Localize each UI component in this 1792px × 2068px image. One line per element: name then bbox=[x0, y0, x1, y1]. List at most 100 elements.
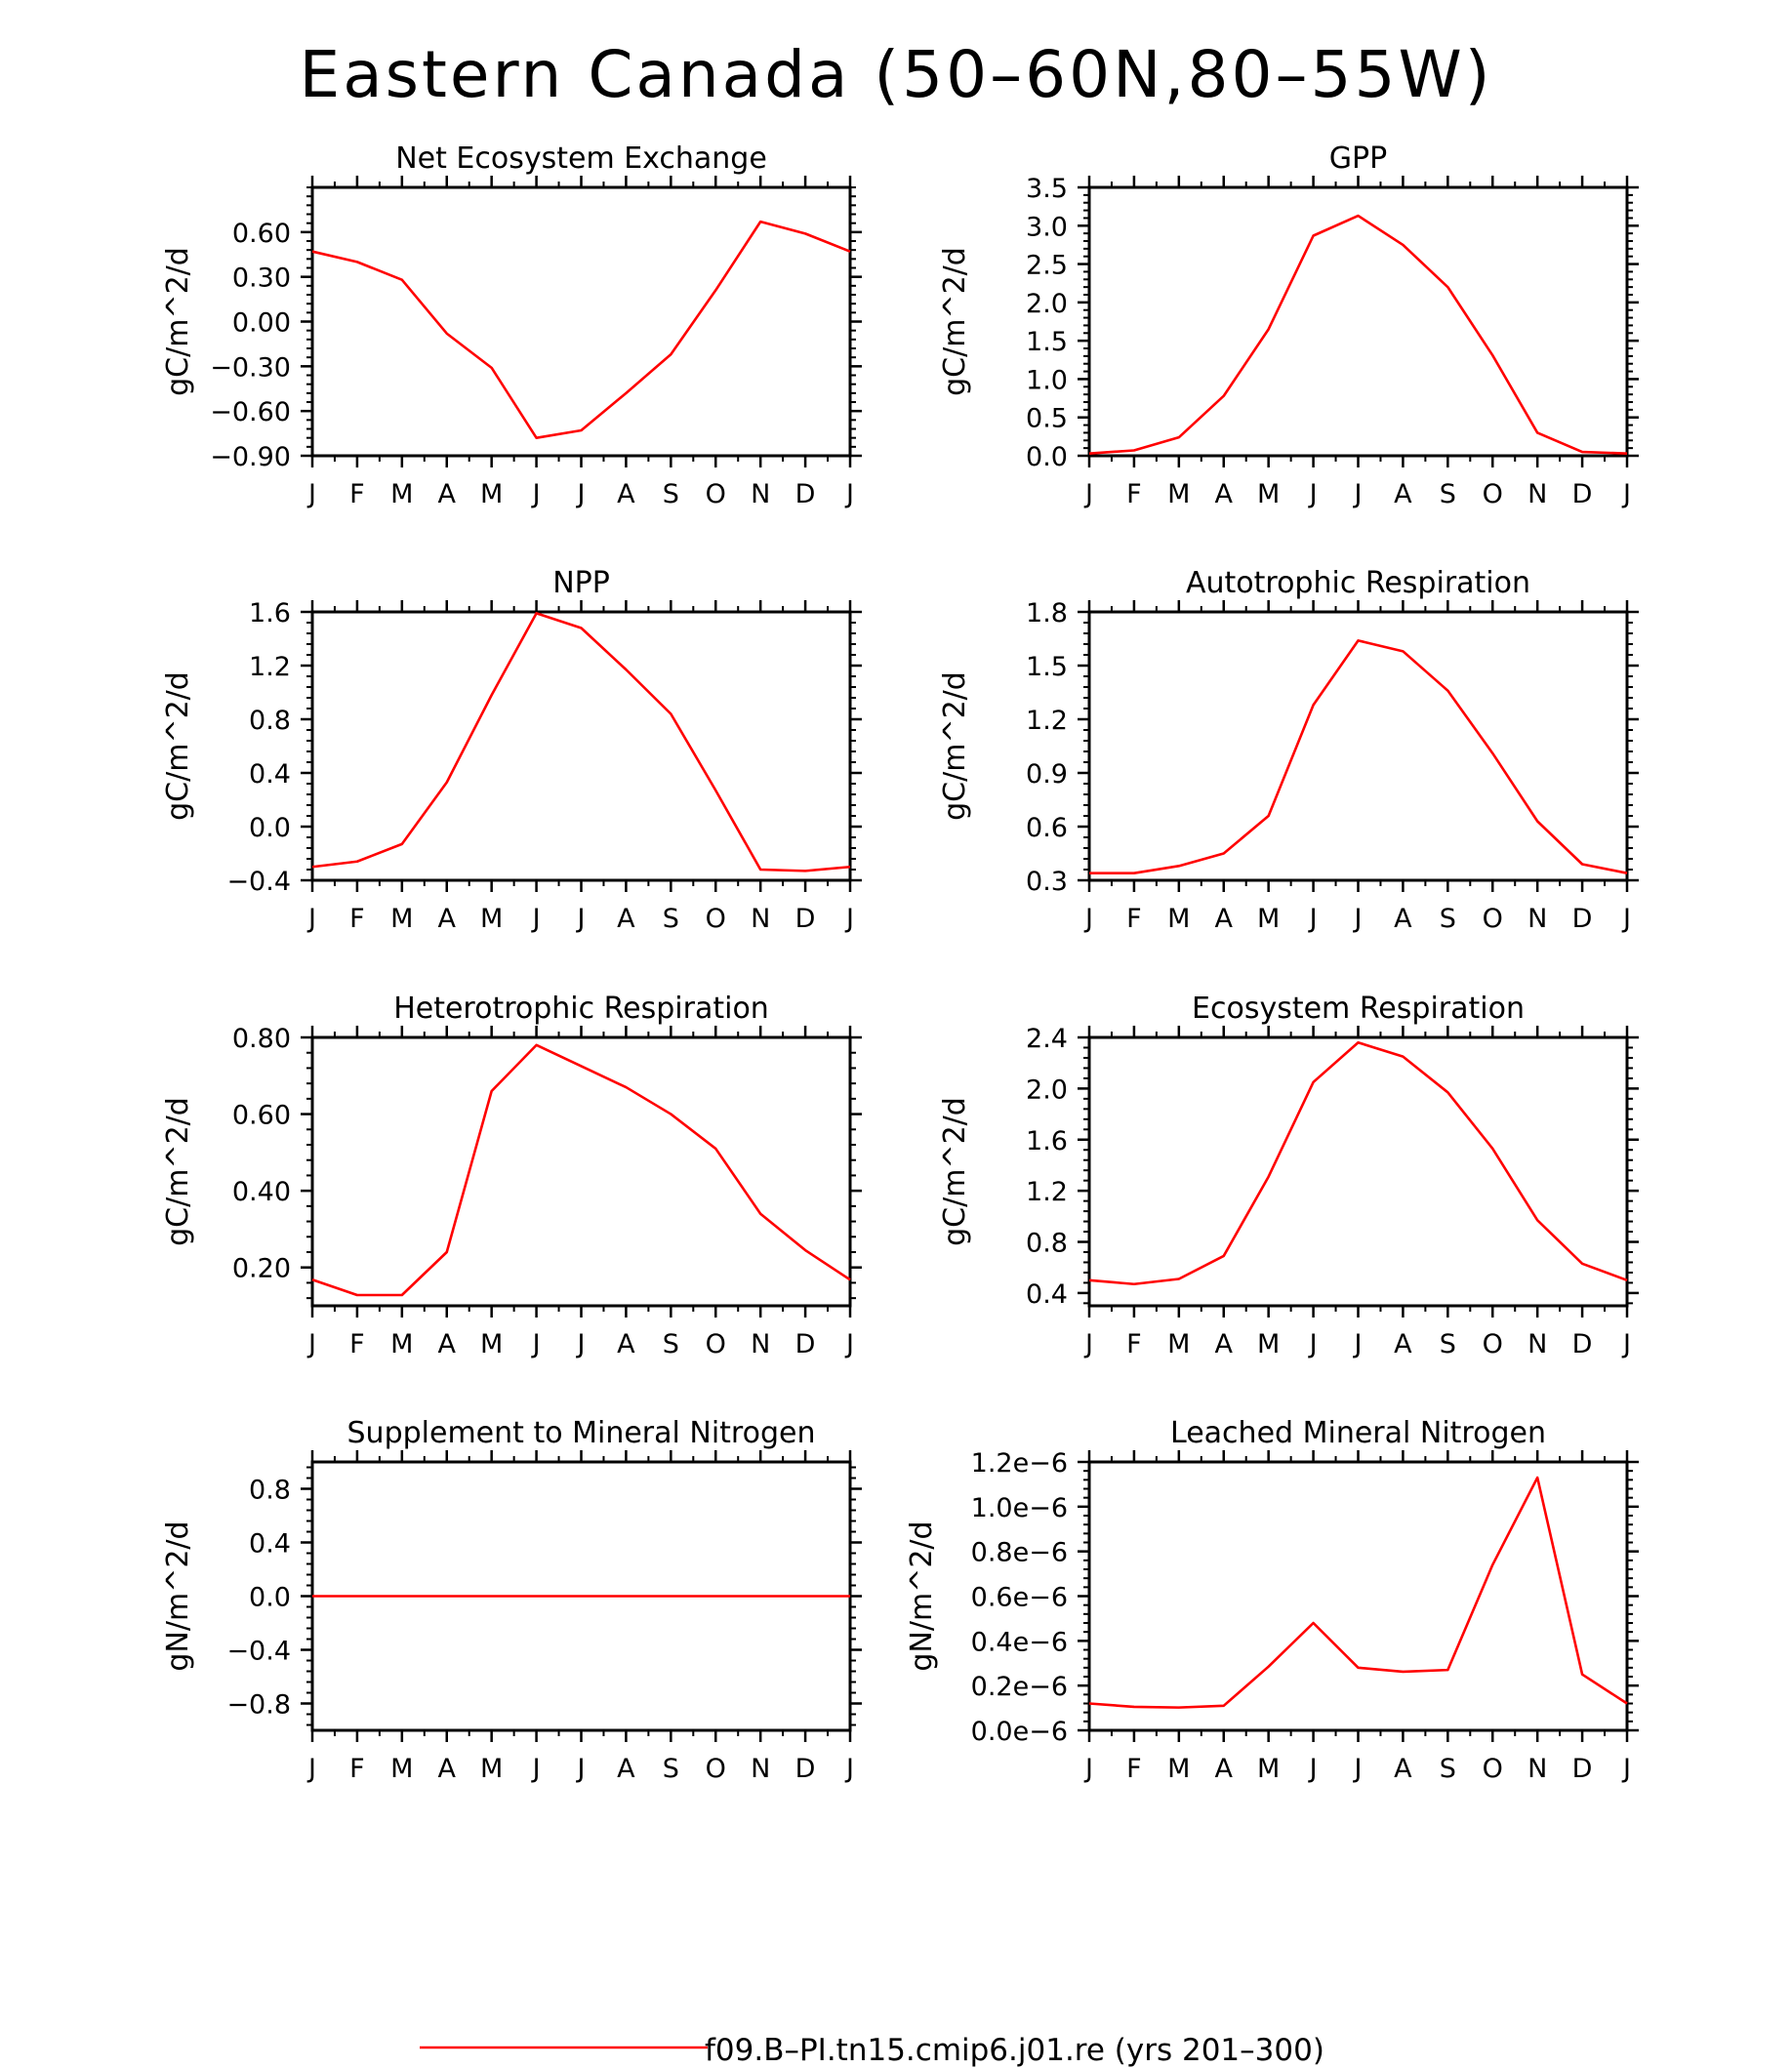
x-tick-label: S bbox=[663, 1754, 679, 1784]
x-tick-label: J bbox=[306, 904, 316, 934]
x-tick-label: D bbox=[795, 479, 816, 509]
y-tick-label: −0.90 bbox=[210, 442, 291, 472]
x-tick-label: J bbox=[1083, 904, 1093, 934]
y-tick-label: 0.2e−6 bbox=[971, 1672, 1068, 1702]
x-tick-label: A bbox=[617, 904, 635, 934]
plot-frame bbox=[1087, 610, 1629, 882]
x-tick-label: N bbox=[751, 904, 770, 934]
y-tick-label: 0.8e−6 bbox=[971, 1538, 1068, 1568]
y-tick-label: 2.4 bbox=[1026, 1024, 1068, 1054]
x-tick-label: M bbox=[390, 1754, 413, 1784]
x-tick-label: M bbox=[480, 479, 503, 509]
y-tick-label: 0.40 bbox=[232, 1177, 291, 1207]
x-tick-label: A bbox=[1215, 904, 1234, 934]
x-tick-label: M bbox=[390, 904, 413, 934]
y-tick-label: 0.20 bbox=[232, 1254, 291, 1284]
x-tick-label: A bbox=[1394, 479, 1412, 509]
panel-title: Net Ecosystem Exchange bbox=[395, 142, 767, 176]
x-tick-label: J bbox=[1353, 479, 1363, 509]
series-line bbox=[1089, 639, 1628, 874]
x-tick-label: J bbox=[531, 1329, 541, 1359]
series-line bbox=[1088, 1476, 1628, 1709]
x-tick-label: O bbox=[706, 904, 726, 934]
y-tick-label: 1.6 bbox=[1026, 1126, 1068, 1156]
x-tick-label: A bbox=[438, 479, 457, 509]
x-tick-label: S bbox=[1440, 1329, 1456, 1359]
y-tick-label: 1.5 bbox=[1026, 652, 1068, 682]
y-tick-label: −0.30 bbox=[210, 352, 291, 383]
x-tick-label: A bbox=[617, 479, 635, 509]
x-tick-label: J bbox=[1621, 1329, 1631, 1359]
legend-swatch bbox=[420, 2046, 708, 2049]
panel-title: Ecosystem Respiration bbox=[1192, 992, 1525, 1026]
x-tick-label: A bbox=[1215, 1754, 1234, 1784]
x-tick-label: M bbox=[1167, 1329, 1190, 1359]
x-tick-label: J bbox=[531, 1754, 541, 1784]
y-axis-label: gC/m^2/d bbox=[938, 1097, 972, 1246]
y-tick-label: 1.2 bbox=[249, 652, 291, 682]
x-tick-label: S bbox=[1440, 1754, 1456, 1784]
x-tick-label: F bbox=[349, 1754, 365, 1784]
x-tick-label: D bbox=[1572, 479, 1593, 509]
x-tick-label: J bbox=[576, 904, 586, 934]
y-tick-label: 0.4e−6 bbox=[971, 1627, 1068, 1657]
y-tick-label: −0.4 bbox=[226, 1637, 291, 1667]
x-tick-label: J bbox=[844, 1754, 854, 1784]
x-tick-label: D bbox=[1572, 1754, 1593, 1784]
x-tick-label: M bbox=[480, 904, 503, 934]
x-tick-label: M bbox=[480, 1754, 503, 1784]
x-tick-label: J bbox=[306, 1754, 316, 1784]
plot-frame bbox=[310, 1035, 852, 1308]
y-tick-label: 0.60 bbox=[232, 219, 291, 249]
x-tick-label: J bbox=[576, 479, 586, 509]
y-tick-label: 0.0 bbox=[249, 813, 291, 843]
x-tick-label: J bbox=[1353, 1329, 1363, 1359]
y-axis-label: gC/m^2/d bbox=[161, 1097, 195, 1246]
x-tick-label: O bbox=[1483, 1754, 1503, 1784]
series-line bbox=[311, 612, 851, 872]
x-tick-label: J bbox=[576, 1754, 586, 1784]
x-tick-label: J bbox=[1621, 904, 1631, 934]
x-tick-label: N bbox=[1527, 1329, 1547, 1359]
y-tick-label: 0.0 bbox=[249, 1583, 291, 1613]
plot-frame bbox=[310, 610, 852, 882]
x-tick-label: O bbox=[1483, 1329, 1503, 1359]
x-tick-label: O bbox=[1483, 904, 1503, 934]
x-tick-label: F bbox=[349, 904, 365, 934]
y-tick-label: 0.8 bbox=[249, 1476, 291, 1506]
y-tick-label: 1.2 bbox=[1026, 706, 1068, 736]
plot-frame bbox=[1087, 185, 1629, 458]
y-tick-label: 2.5 bbox=[1026, 251, 1068, 281]
figure-title: Eastern Canada (50–60N,80–55W) bbox=[299, 37, 1493, 112]
x-tick-label: A bbox=[1394, 904, 1412, 934]
x-tick-label: A bbox=[1394, 1329, 1412, 1359]
x-tick-label: N bbox=[751, 1754, 770, 1784]
x-tick-label: J bbox=[1308, 479, 1318, 509]
plot-frame bbox=[1087, 1035, 1629, 1308]
y-tick-label: 1.0e−6 bbox=[971, 1493, 1068, 1523]
y-tick-label: 0.80 bbox=[232, 1024, 291, 1054]
panel-title: Heterotrophic Respiration bbox=[393, 992, 769, 1026]
y-tick-label: 0.00 bbox=[232, 308, 291, 339]
y-tick-label: 1.0 bbox=[1026, 365, 1068, 395]
x-tick-label: F bbox=[1126, 479, 1142, 509]
x-tick-label: A bbox=[1394, 1754, 1412, 1784]
y-tick-label: 0.4 bbox=[1026, 1279, 1068, 1310]
y-tick-label: −0.8 bbox=[226, 1690, 291, 1721]
x-tick-label: M bbox=[1167, 479, 1190, 509]
y-tick-label: 0.0 bbox=[1026, 442, 1068, 472]
x-tick-label: N bbox=[1527, 1754, 1547, 1784]
x-tick-label: D bbox=[795, 1754, 816, 1784]
x-tick-label: D bbox=[795, 904, 816, 934]
x-tick-label: A bbox=[1215, 1329, 1234, 1359]
x-tick-label: A bbox=[438, 1754, 457, 1784]
plot-frame bbox=[1087, 1460, 1629, 1732]
panel-title: Supplement to Mineral Nitrogen bbox=[347, 1416, 816, 1450]
x-tick-label: O bbox=[1483, 479, 1503, 509]
